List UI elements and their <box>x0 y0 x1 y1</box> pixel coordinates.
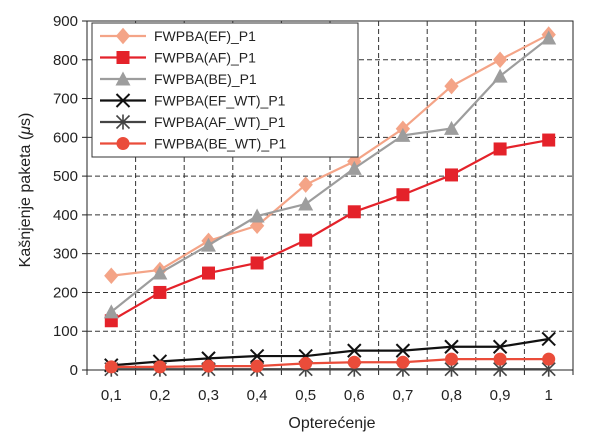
y-axis-ticks: 0 100 200 300 400 500 600 700 800 900 <box>53 13 78 379</box>
legend-marker <box>115 114 131 130</box>
data-point <box>346 160 362 175</box>
data-point <box>396 188 410 202</box>
series-line <box>110 37 550 313</box>
data-point <box>542 352 556 366</box>
x-tick-label: 0,9 <box>490 387 511 404</box>
y-tick-label: 200 <box>53 284 78 301</box>
data-point <box>444 77 459 95</box>
data-point <box>542 133 556 147</box>
data-point <box>201 237 216 252</box>
legend-label: FWPBA(AF)_P1 <box>154 50 256 66</box>
x-tick-label: 0,7 <box>392 387 413 404</box>
data-point <box>299 356 313 370</box>
y-tick-label: 800 <box>53 52 78 69</box>
data-point <box>493 142 507 156</box>
data-point <box>250 256 264 270</box>
y-tick-label: 500 <box>53 168 78 185</box>
data-point <box>104 360 118 374</box>
y-axis-title: Kašnjenje paketa (μs) <box>17 113 34 268</box>
data-point <box>104 267 119 285</box>
legend-box <box>91 22 359 158</box>
data-point <box>250 359 264 373</box>
legend-label: FWPBA(EF_WT)_P1 <box>154 93 286 109</box>
legend-marker <box>115 71 131 86</box>
data-point <box>153 285 167 299</box>
series-1 <box>104 133 556 328</box>
data-point <box>202 359 215 373</box>
legend-item: FWPBA(EF_WT)_P1 <box>100 93 286 109</box>
data-point <box>249 208 265 223</box>
y-tick-label: 0 <box>70 362 78 379</box>
data-point <box>347 355 361 369</box>
legend-item: FWPBA(BE_WT)_P1 <box>100 136 286 152</box>
x-tick-label: 0,4 <box>247 387 268 404</box>
data-point <box>103 304 119 319</box>
data-point <box>445 168 458 182</box>
data-point <box>492 51 508 69</box>
data-point <box>541 30 557 45</box>
data-point <box>444 339 459 354</box>
y-tick-label: 400 <box>53 207 78 224</box>
data-point <box>298 196 314 211</box>
data-point <box>395 127 411 142</box>
x-tick-label: 0,6 <box>344 387 365 404</box>
data-point <box>492 68 508 83</box>
y-tick-label: 700 <box>53 91 78 108</box>
data-point <box>493 352 507 366</box>
series-2 <box>103 30 557 319</box>
x-tick-label: 0,2 <box>149 387 170 404</box>
data-point <box>152 265 168 280</box>
legend-item: FWPBA(EF)_P1 <box>100 27 256 45</box>
data-point <box>541 331 556 347</box>
series-5 <box>104 352 556 374</box>
data-point <box>396 355 410 369</box>
y-tick-label: 900 <box>53 13 78 30</box>
data-point <box>153 360 167 374</box>
legend-item: FWPBA(BE)_P1 <box>100 71 257 87</box>
legend-item: FWPBA(AF)_P1 <box>100 50 256 66</box>
series-group <box>103 26 557 377</box>
legend-marker <box>115 93 131 108</box>
legend-marker <box>115 27 131 45</box>
legend-item: FWPBA(AF_WT)_P1 <box>100 114 286 130</box>
legend-label: FWPBA(AF_WT)_P1 <box>154 114 286 130</box>
y-tick-label: 100 <box>53 323 78 340</box>
x-tick-label: 0,8 <box>441 387 462 404</box>
data-point <box>249 348 265 364</box>
legend-marker <box>116 51 130 64</box>
data-point <box>492 339 508 354</box>
y-tick-label: 300 <box>53 246 78 263</box>
x-tick-label: 0,1 <box>101 387 122 404</box>
data-point <box>395 343 411 358</box>
x-axis-ticks: 0,1 0,2 0,3 0,4 0,5 0,6 0,7 0,8 0,9 1 <box>101 387 553 404</box>
series-line <box>110 138 549 322</box>
x-tick-label: 1 <box>545 387 553 404</box>
data-point <box>445 352 458 366</box>
data-point <box>347 343 362 358</box>
data-point <box>298 176 313 193</box>
x-tick-label: 0,3 <box>198 387 219 404</box>
legend-label: FWPBA(EF)_P1 <box>154 28 256 44</box>
legend: FWPBA(EF)_P1 FWPBA(AF)_P1 FWPBA(BE)_P1 FWPB… <box>91 22 359 158</box>
data-point <box>347 205 361 219</box>
data-point <box>444 120 459 135</box>
x-tick-label: 0,5 <box>295 387 316 404</box>
data-point <box>299 233 313 247</box>
legend-marker <box>116 137 130 150</box>
data-point <box>202 266 215 280</box>
y-tick-label: 600 <box>53 129 78 146</box>
series-line <box>111 337 549 367</box>
x-axis-title: Opterećenje <box>288 415 375 432</box>
series-line <box>111 358 549 368</box>
legend-label: FWPBA(BE)_P1 <box>154 71 257 87</box>
legend-label: FWPBA(BE_WT)_P1 <box>154 136 286 152</box>
series-line <box>111 33 550 277</box>
